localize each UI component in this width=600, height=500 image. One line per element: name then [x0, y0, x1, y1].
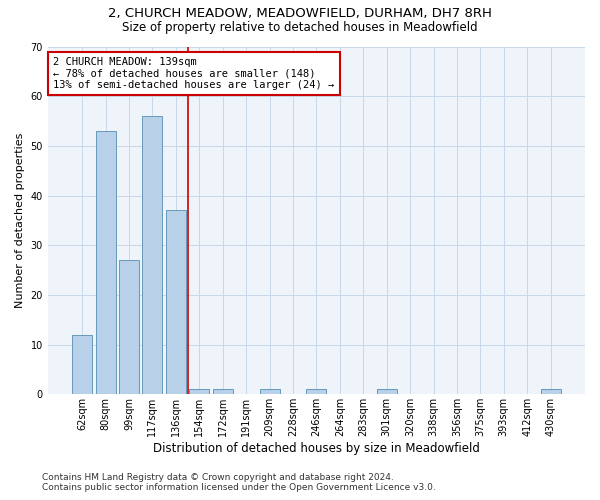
Bar: [213, 390, 233, 394]
Text: Size of property relative to detached houses in Meadowfield: Size of property relative to detached ho…: [122, 21, 478, 34]
Bar: [377, 390, 397, 394]
Text: 2, CHURCH MEADOW, MEADOWFIELD, DURHAM, DH7 8RH: 2, CHURCH MEADOW, MEADOWFIELD, DURHAM, D…: [108, 8, 492, 20]
Bar: [307, 390, 326, 394]
Bar: [72, 334, 92, 394]
Text: Contains HM Land Registry data © Crown copyright and database right 2024.
Contai: Contains HM Land Registry data © Crown c…: [42, 473, 436, 492]
Bar: [190, 390, 209, 394]
Bar: [119, 260, 139, 394]
Bar: [260, 390, 280, 394]
Bar: [541, 390, 560, 394]
Bar: [142, 116, 163, 394]
X-axis label: Distribution of detached houses by size in Meadowfield: Distribution of detached houses by size …: [153, 442, 480, 455]
Bar: [166, 210, 186, 394]
Text: 2 CHURCH MEADOW: 139sqm
← 78% of detached houses are smaller (148)
13% of semi-d: 2 CHURCH MEADOW: 139sqm ← 78% of detache…: [53, 57, 334, 90]
Bar: [95, 131, 116, 394]
Y-axis label: Number of detached properties: Number of detached properties: [15, 132, 25, 308]
